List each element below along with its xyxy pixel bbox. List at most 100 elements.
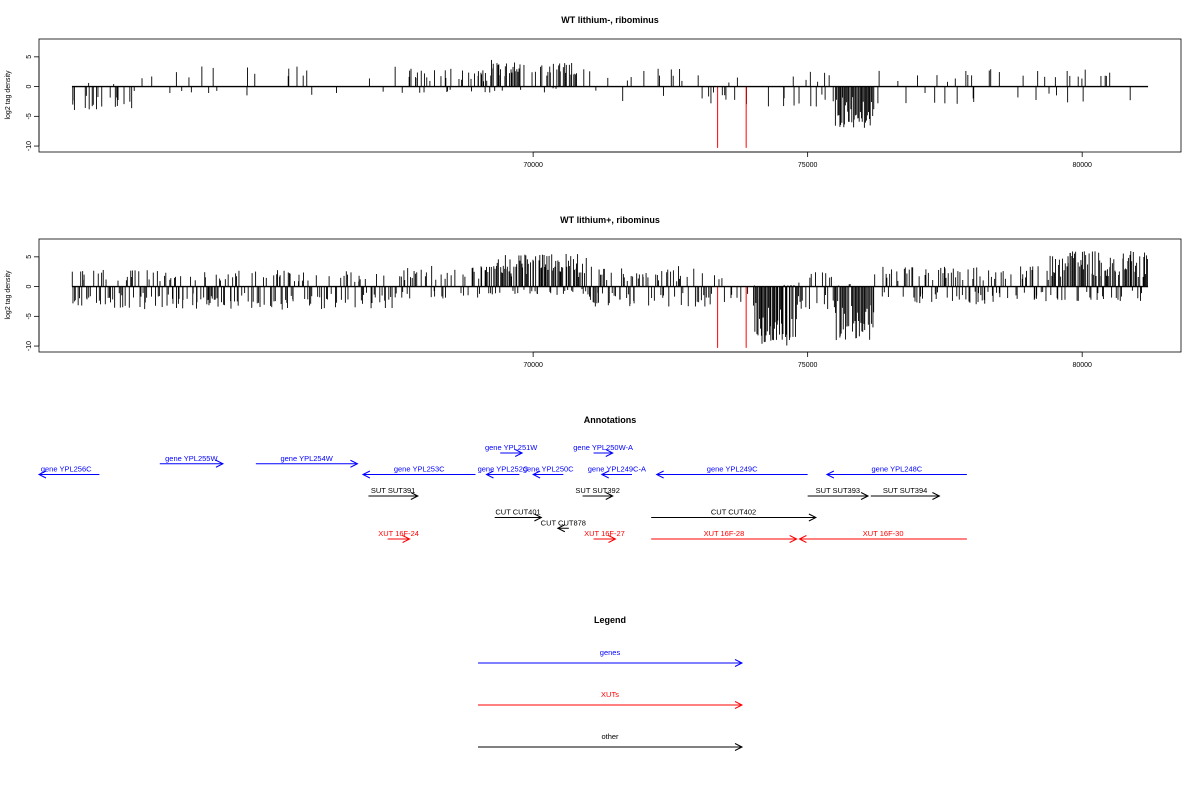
panel-2-y-label: log2 tag density (5, 270, 12, 320)
annotation-feature: gene YPL250C (523, 465, 574, 479)
panel-1-y-axis: 5 0 -5 -10 (26, 55, 40, 151)
annotation-label: gene YPL251W (485, 443, 538, 452)
panel-1-x-axis: 70000 75000 80000 (523, 151, 1092, 169)
panel-2-title: WT lithium+, ribominus (560, 215, 660, 225)
legend-entry: other (478, 732, 744, 751)
y-tick-label: -5 (26, 313, 33, 319)
legend-title: Legend (594, 615, 626, 625)
arrowhead (215, 459, 225, 468)
annotation-label: gene YPL250W-A (573, 443, 633, 452)
arrowhead (485, 470, 494, 479)
annotation-label: CUT CUT402 (711, 508, 756, 517)
annotation-feature: XUT 16F-30 (798, 529, 967, 543)
annotation-feature: SUT SUT393 (807, 486, 870, 500)
arrowhead (605, 449, 614, 457)
annotation-label: gene YPL255W (165, 454, 218, 463)
y-tick-label: 0 (26, 285, 33, 289)
legend: Legend genes XUTs other (478, 615, 744, 751)
annotation-label: SUT SUT392 (575, 486, 619, 495)
y-tick-label: 0 (26, 85, 33, 89)
annotation-feature: gene YPL250W-A (573, 443, 633, 457)
annotation-label: gene YPL253C (394, 465, 445, 474)
annotation-feature: gene YPL252C (478, 465, 529, 479)
annotation-label: gene YPL252C (478, 465, 529, 474)
annotation-feature: XUT 16F-27 (584, 529, 625, 543)
annotation-label: SUT SUT393 (816, 486, 860, 495)
annotation-label: XUT 16F-30 (863, 529, 904, 538)
annotation-label: gene YPL256C (41, 465, 92, 474)
arrowhead (361, 470, 371, 479)
annotation-feature: gene YPL254W (255, 454, 359, 468)
annotation-label: gene YPL254W (280, 454, 333, 463)
annotation-label: gene YPL250C (523, 465, 574, 474)
annotation-label: gene YPL248C (871, 465, 922, 474)
annotation-label: SUT SUT391 (371, 486, 415, 495)
annotation-label: XUT 16F-28 (704, 529, 745, 538)
panel-lithium-plus: WT lithium+, ribominus 5 0 -5 -10 70000 7500… (5, 215, 1182, 369)
annotation-label: SUT SUT394 (883, 486, 927, 495)
annotation-feature: gene YPL248C (825, 465, 967, 479)
panel-lithium-minus: WT lithium-, ribominus 5 0 -5 -10 70000 7500… (5, 15, 1182, 169)
annotation-label: gene YPL249C (707, 465, 758, 474)
panel-2-y-axis: 5 0 -5 -10 (26, 255, 40, 351)
y-tick-label: 5 (26, 55, 33, 59)
arrowhead (608, 535, 617, 543)
arrowhead (534, 513, 543, 522)
annotation-feature: gene YPL255W (159, 454, 225, 468)
panel-2-x-axis: 70000 75000 80000 (523, 351, 1092, 369)
annotation-label: CUT CUT878 (541, 518, 586, 527)
annotation-feature: SUT SUT394 (870, 486, 941, 500)
x-tick-label: 75000 (798, 362, 818, 369)
legend-entry: genes (478, 648, 744, 667)
y-tick-label: -10 (26, 141, 33, 151)
arrowhead (734, 701, 744, 709)
annotation-feature: SUT SUT391 (368, 486, 419, 500)
annotation-feature: gene YPL249C (655, 465, 808, 479)
legend-label: genes (600, 648, 621, 657)
x-tick-label: 70000 (523, 362, 543, 369)
x-tick-label: 80000 (1072, 362, 1092, 369)
arrowhead (860, 492, 870, 500)
arrowhead (734, 743, 744, 751)
panel-1-bars (72, 59, 1131, 148)
x-tick-label: 75000 (798, 162, 818, 169)
arrowhead (532, 470, 541, 479)
annotation-feature: CUT CUT402 (651, 508, 818, 522)
arrowhead (410, 492, 419, 500)
annotation-label: CUT CUT401 (495, 508, 540, 517)
panel-1-y-label: log2 tag density (5, 70, 12, 120)
arrowhead (514, 449, 524, 457)
arrowhead (37, 470, 47, 479)
legend-entries: genes XUTs other (478, 648, 744, 751)
panel-1-title: WT lithium-, ribominus (561, 15, 659, 25)
arrowhead (556, 524, 566, 533)
y-tick-label: -5 (26, 113, 33, 119)
arrowhead (605, 492, 614, 500)
annotation-features: gene YPL256C gene YPL255W gene YPL254W gene… (37, 443, 967, 543)
annotation-feature: XUT 16F-28 (651, 529, 798, 543)
annotation-feature: CUT CUT878 (541, 518, 586, 533)
arrowhead (798, 535, 807, 543)
arrowhead (655, 470, 664, 479)
legend-label: XUTs (601, 690, 619, 699)
x-tick-label: 80000 (1072, 162, 1092, 169)
annotation-feature: gene YPL253C (361, 465, 476, 479)
annotation-feature: SUT SUT392 (575, 486, 620, 500)
x-tick-label: 70000 (523, 162, 543, 169)
arrowhead (932, 492, 941, 500)
legend-label: other (601, 732, 619, 741)
arrowhead (734, 659, 744, 667)
annotation-feature: CUT CUT401 (494, 508, 543, 522)
arrowhead (350, 459, 359, 468)
annotation-feature: gene YPL249C-A (588, 465, 646, 479)
y-tick-label: 5 (26, 255, 33, 259)
annotation-feature: gene YPL251W (485, 443, 538, 457)
annotation-label: XUT 16F-24 (378, 529, 419, 538)
annotation-label: gene YPL249C-A (588, 465, 646, 474)
annotation-feature: XUT 16F-24 (378, 529, 419, 543)
panel-2-bars (71, 251, 1148, 348)
y-tick-label: -10 (26, 341, 33, 351)
